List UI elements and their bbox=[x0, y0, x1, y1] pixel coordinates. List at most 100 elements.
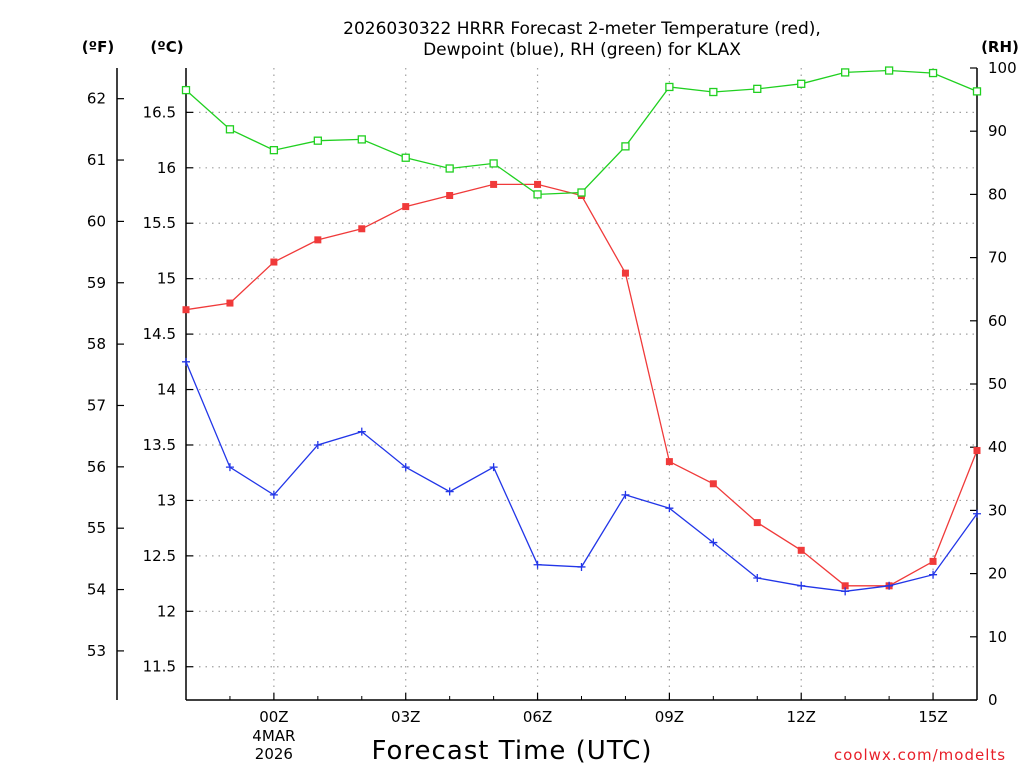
celsius-tick-label: 15 bbox=[157, 270, 176, 288]
rh-point bbox=[577, 188, 586, 197]
fahrenheit-tick-label: 53 bbox=[87, 642, 106, 660]
rh-tick-label: 10 bbox=[988, 628, 1007, 646]
temperature-point bbox=[797, 546, 805, 554]
dewpoint-point bbox=[489, 463, 498, 472]
fahrenheit-tick-label: 62 bbox=[87, 90, 106, 108]
rh-tick-label: 20 bbox=[988, 565, 1007, 583]
x-tick-label: 15Z bbox=[918, 708, 947, 726]
dewpoint-point bbox=[182, 357, 190, 366]
dewpoint-point bbox=[621, 490, 630, 499]
x-tick-label: 00Z bbox=[259, 708, 288, 726]
series-temperature bbox=[182, 180, 981, 590]
rh-point bbox=[665, 82, 674, 92]
temperature-point bbox=[226, 299, 234, 307]
celsius-tick-label: 12.5 bbox=[143, 547, 176, 565]
dewpoint-point bbox=[665, 504, 674, 513]
temperature-point bbox=[621, 269, 629, 277]
rh-unit-label: (RH) bbox=[981, 38, 1019, 56]
rh-point bbox=[621, 142, 630, 151]
rh-tick-label: 80 bbox=[988, 185, 1007, 203]
rh-point bbox=[533, 190, 542, 199]
fahrenheit-tick-label: 56 bbox=[87, 458, 106, 476]
dewpoint-point bbox=[841, 587, 850, 596]
x-tick-label: 03Z bbox=[391, 708, 420, 726]
rh-point bbox=[401, 153, 410, 162]
celsius-tick-label: 14.5 bbox=[143, 325, 176, 343]
dewpoint-point bbox=[401, 463, 410, 472]
rh-point bbox=[709, 87, 718, 97]
temperature-point bbox=[929, 557, 937, 565]
celsius-tick-label: 13 bbox=[157, 491, 176, 509]
rh-point bbox=[489, 159, 498, 168]
dewpoint-point bbox=[225, 463, 234, 472]
rh-point bbox=[928, 68, 938, 78]
temperature-point bbox=[446, 192, 454, 200]
dewpoint-line bbox=[185, 361, 978, 592]
x-tick-label: 12Z bbox=[787, 708, 816, 726]
temperature-point bbox=[534, 180, 542, 188]
rh-line bbox=[185, 69, 978, 196]
data-series bbox=[181, 66, 982, 596]
rh-tick-label: 100 bbox=[988, 59, 1017, 77]
celsius-tick-label: 11.5 bbox=[143, 658, 176, 676]
tick-labels: 53 54 55 56 57 58 59 60 61 62 11.5 12 12.5 13 13.5 14 14… bbox=[87, 59, 1017, 763]
temperature-point bbox=[709, 480, 717, 488]
rh-tick-label: 70 bbox=[988, 249, 1007, 267]
celsius-tick-label: 12 bbox=[157, 602, 176, 620]
temperature-point bbox=[841, 582, 849, 590]
rh-point bbox=[797, 79, 806, 88]
temperature-point bbox=[182, 306, 190, 314]
x-tick-label: 09Z bbox=[655, 708, 684, 726]
temperature-point bbox=[753, 519, 761, 527]
temperature-point bbox=[665, 458, 673, 466]
rh-point bbox=[445, 164, 454, 173]
rh-point bbox=[357, 135, 366, 144]
rh-tick-label: 90 bbox=[988, 122, 1007, 140]
dewpoint-point bbox=[709, 538, 718, 547]
temperature-point bbox=[490, 180, 498, 188]
temperature-line bbox=[185, 183, 978, 587]
temperature-point bbox=[402, 203, 410, 211]
rh-point bbox=[313, 136, 322, 145]
rh-point bbox=[753, 84, 762, 94]
series-rh bbox=[181, 66, 982, 199]
celsius-tick-label: 16 bbox=[157, 159, 176, 177]
fahrenheit-tick-label: 60 bbox=[87, 212, 106, 230]
fahrenheit-tick-label: 59 bbox=[87, 274, 106, 292]
dewpoint-point bbox=[533, 560, 542, 569]
dewpoint-point bbox=[753, 574, 762, 583]
series-dewpoint bbox=[182, 357, 981, 596]
rh-point bbox=[269, 146, 279, 155]
dewpoint-point bbox=[357, 427, 366, 436]
x-axis-title: Forecast Time (UTC) bbox=[371, 736, 652, 766]
credit-link[interactable]: coolwx.com/modelts bbox=[834, 746, 1006, 764]
temperature-point bbox=[270, 258, 278, 266]
rh-point bbox=[972, 87, 982, 96]
rh-point bbox=[884, 66, 894, 75]
celsius-tick-label: 13.5 bbox=[143, 436, 176, 454]
celsius-tick-label: 16.5 bbox=[143, 103, 176, 121]
temperature-point bbox=[314, 236, 322, 244]
temperature-point bbox=[973, 447, 981, 455]
rh-tick-label: 50 bbox=[988, 375, 1007, 393]
axes bbox=[116, 67, 978, 701]
temperature-point bbox=[358, 225, 366, 233]
dewpoint-point bbox=[445, 487, 454, 496]
celsius-unit-label: (ºC) bbox=[150, 38, 183, 56]
chart-title-line1: 2026030322 HRRR Forecast 2-meter Tempera… bbox=[343, 19, 821, 39]
date-label: 2026 bbox=[255, 745, 293, 763]
dewpoint-point bbox=[269, 490, 278, 499]
dewpoint-point bbox=[929, 570, 938, 579]
chart-title-line2: Dewpoint (blue), RH (green) for KLAX bbox=[423, 40, 741, 60]
dewpoint-point bbox=[885, 581, 894, 590]
grid-lines bbox=[186, 68, 977, 700]
rh-point bbox=[225, 125, 235, 134]
dewpoint-point bbox=[797, 581, 806, 590]
rh-point bbox=[841, 68, 850, 77]
dewpoint-point bbox=[577, 562, 586, 571]
fahrenheit-tick-label: 61 bbox=[87, 151, 106, 169]
x-tick-label: 06Z bbox=[523, 708, 552, 726]
rh-tick-label: 40 bbox=[988, 438, 1007, 456]
date-label: 4MAR bbox=[252, 727, 295, 745]
